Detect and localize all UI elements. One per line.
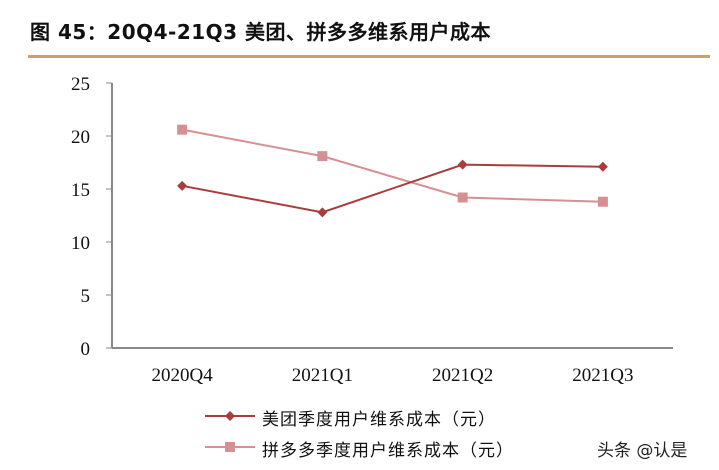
legend-markers xyxy=(205,411,255,452)
series-line xyxy=(181,128,603,203)
x-tick-label: 2020Q4 xyxy=(152,365,214,386)
diamond-marker xyxy=(597,161,608,172)
square-marker xyxy=(317,151,328,162)
y-tick-label: 10 xyxy=(71,233,90,254)
figure-title: 图 45：20Q4-21Q3 美团、拼多多维系用户成本 xyxy=(30,20,492,44)
y-axis-ticks: 0 5 10 15 20 25 xyxy=(71,74,112,360)
y-tick-label: 15 xyxy=(71,180,90,201)
x-tick-label: 2021Q3 xyxy=(572,365,633,386)
y-tick-label: 25 xyxy=(71,74,90,95)
diamond-marker xyxy=(225,411,235,421)
y-tick-label: 0 xyxy=(81,339,91,360)
diamond-marker xyxy=(317,207,328,218)
square-marker xyxy=(177,124,188,135)
square-marker xyxy=(457,192,468,203)
x-tick-label: 2021Q2 xyxy=(432,365,493,386)
legend-item-pdd: 拼多多季度用户维系成本（元） xyxy=(262,441,514,461)
diamond-marker xyxy=(177,180,188,191)
x-tick-label: 2021Q1 xyxy=(292,365,353,386)
y-tick-label: 20 xyxy=(71,127,90,148)
y-tick-label: 5 xyxy=(81,286,91,307)
square-marker xyxy=(225,442,235,452)
diamond-marker xyxy=(457,159,468,170)
legend-item-meituan: 美团季度用户维系成本（元） xyxy=(262,410,496,430)
series-line xyxy=(181,163,603,214)
x-axis-ticks: 2020Q4 2021Q1 2021Q2 2021Q3 xyxy=(152,365,634,386)
series-lines xyxy=(177,124,608,218)
title-rule xyxy=(28,55,710,58)
watermark: 头条 @认是 xyxy=(597,441,688,461)
square-marker xyxy=(597,196,608,207)
